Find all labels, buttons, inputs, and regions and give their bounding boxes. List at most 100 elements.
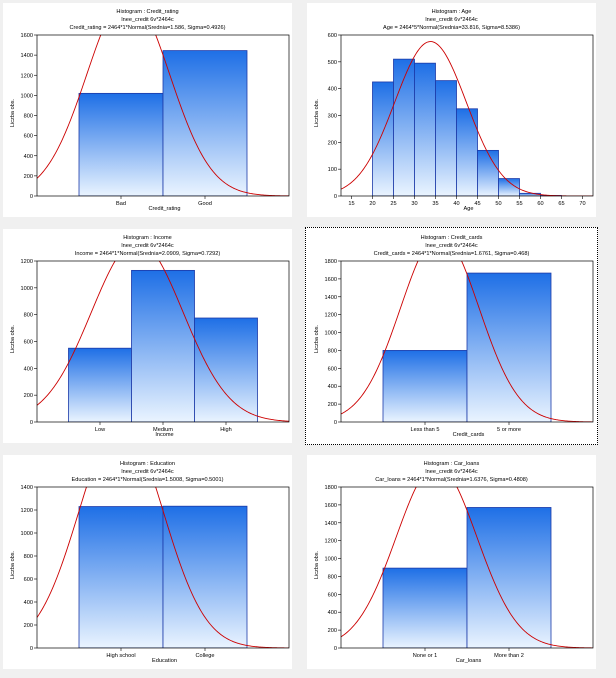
y-tick-label: 800	[328, 348, 337, 354]
histogram-bar	[466, 507, 552, 648]
y-tick-label: 0	[30, 420, 33, 426]
x-tick-label: Medium	[153, 427, 173, 433]
x-tick-label: 15	[348, 201, 354, 207]
chart-title-line-1: Histogram : Income	[123, 235, 172, 241]
y-tick-label: 1000	[325, 331, 337, 337]
y-tick-label: 200	[328, 140, 337, 146]
chart-title-line-2: lnee_credit 6v*2464c	[425, 17, 478, 23]
y-tick-label: 400	[24, 366, 33, 372]
y-tick-label: 0	[334, 646, 337, 652]
y-tick-label: 500	[328, 60, 337, 66]
histogram-plot-income: 0 200 400 600 800 1000 1200 Low Medium High	[21, 259, 290, 433]
chart-title-line-1: Histogram : Credit_cards	[420, 235, 483, 241]
plot-frame	[340, 260, 594, 423]
y-tick-label: 300	[328, 114, 337, 120]
y-tick-label: 1200	[21, 73, 33, 79]
chart-title-line-2: lnee_credit 6v*2464c	[121, 17, 174, 23]
y-tick-label: 200	[328, 402, 337, 408]
histogram-panel-credit-rating: Histogram : Credit_rating lnee_credit 6v…	[3, 3, 292, 217]
y-tick-label: 400	[24, 154, 33, 160]
y-tick-label: 800	[24, 554, 33, 560]
y-tick-label: 200	[328, 628, 337, 634]
x-tick-label: None or 1	[413, 653, 438, 659]
chart-title-line-3: Credit_rating = 2464*1*Normal(Srednia=1.…	[69, 25, 226, 31]
x-tick-label: 20	[369, 201, 375, 207]
y-tick-label: 400	[24, 600, 33, 606]
x-tick-label: 65	[558, 201, 564, 207]
y-tick-label: 1000	[21, 286, 33, 292]
plot-frame	[340, 486, 594, 649]
normal-fit-curve	[341, 41, 593, 196]
y-tick-label: 1400	[325, 521, 337, 527]
histogram-bar	[131, 269, 195, 422]
chart-title-line-1: Histogram : Age	[431, 9, 472, 15]
histogram-plot-credit-cards: 0 200 400 600 800 1000 1200 1400 1600 1800 Less th…	[325, 259, 594, 433]
y-tick-label: 400	[328, 384, 337, 390]
y-tick-label: 1400	[325, 295, 337, 301]
histogram-bar	[498, 178, 520, 196]
chart-title-line-2: lnee_credit 6v*2464c	[425, 469, 478, 475]
x-tick-label: More than 2	[494, 653, 524, 659]
chart-title-line-3: Education = 2464*1*Normal(Srednia=1.5008…	[71, 477, 224, 483]
y-tick-label: 600	[24, 577, 33, 583]
y-tick-label: 0	[30, 194, 33, 200]
x-tick-label: 25	[390, 201, 396, 207]
x-tick-label: 60	[537, 201, 543, 207]
y-tick-label: 1800	[325, 259, 337, 265]
histogram-bar	[435, 80, 457, 196]
y-tick-label: 1200	[325, 313, 337, 319]
y-tick-label: 0	[30, 646, 33, 652]
chart-title-line-3: Age = 2464*5*Normal(Srednia=33.816, Sigm…	[383, 25, 520, 31]
x-tick-label: High school	[106, 653, 135, 659]
y-tick-label: 200	[24, 623, 33, 629]
y-tick-label: 1800	[325, 485, 337, 491]
y-tick-label: 1200	[325, 539, 337, 545]
y-tick-label: 800	[328, 574, 337, 580]
histogram-bar	[414, 62, 436, 196]
y-tick-label: 1600	[325, 503, 337, 509]
x-tick-label: 5 or more	[497, 427, 521, 433]
y-tick-label: 0	[334, 420, 337, 426]
x-axis-label: Education	[152, 658, 177, 664]
histogram-panel-income: Histogram : Income lnee_credit 6v*2464c …	[3, 229, 292, 443]
y-tick-label: 400	[328, 87, 337, 93]
chart-title-line-1: Histogram : Credit_rating	[116, 9, 179, 15]
y-tick-label: 600	[24, 134, 33, 140]
plot-frame	[36, 260, 290, 423]
plot-frame	[36, 486, 290, 649]
histogram-bar	[78, 92, 164, 196]
y-tick-label: 800	[24, 114, 33, 120]
y-tick-label: 600	[24, 340, 33, 346]
x-tick-label: 35	[432, 201, 438, 207]
x-tick-label: 40	[453, 201, 459, 207]
chart-title-line-1: Histogram : Education	[119, 461, 176, 467]
x-tick-label: Good	[198, 201, 212, 207]
normal-fit-curve	[341, 261, 593, 422]
histogram-panel-credit-cards[interactable]: Histogram : Credit_cards lnee_credit 6v*…	[305, 227, 598, 445]
x-tick-label: 50	[495, 201, 501, 207]
x-tick-label: 55	[516, 201, 522, 207]
normal-fit-curve	[37, 487, 289, 648]
y-tick-label: 1400	[21, 53, 33, 59]
histogram-bar	[372, 81, 394, 196]
x-axis-label: Car_loans	[455, 658, 482, 664]
histogram-plot-car-loans: 0 200 400 600 800 1000 1200 1400 1600 1800 None or…	[325, 485, 594, 659]
y-tick-label: 400	[328, 610, 337, 616]
y-tick-label: 1200	[21, 259, 33, 265]
x-axis-label: Income	[155, 432, 174, 438]
histogram-plot-credit-rating: 0 200 400 600 800 1000 1200 1400 1600 Bad Good	[21, 33, 290, 207]
normal-fit-curve	[341, 487, 593, 648]
y-tick-label: 1000	[325, 557, 337, 563]
plot-frame	[340, 34, 594, 197]
histogram-bar	[466, 272, 552, 422]
histogram-panel-age: Histogram : Age lnee_credit 6v*2464c Age…	[307, 3, 596, 217]
normal-fit-curve	[37, 35, 289, 196]
histogram-bar	[194, 317, 258, 422]
chart-title-line-1: Histogram : Car_loans	[423, 461, 480, 467]
plot-frame	[36, 34, 290, 197]
x-tick-label: Bad	[116, 201, 126, 207]
x-tick-label: High	[220, 427, 232, 433]
y-tick-label: 600	[328, 33, 337, 39]
histogram-bar	[382, 350, 468, 422]
histogram-plot-education: 0 200 400 600 800 1000 1200 1400 High school Coll…	[21, 485, 290, 659]
